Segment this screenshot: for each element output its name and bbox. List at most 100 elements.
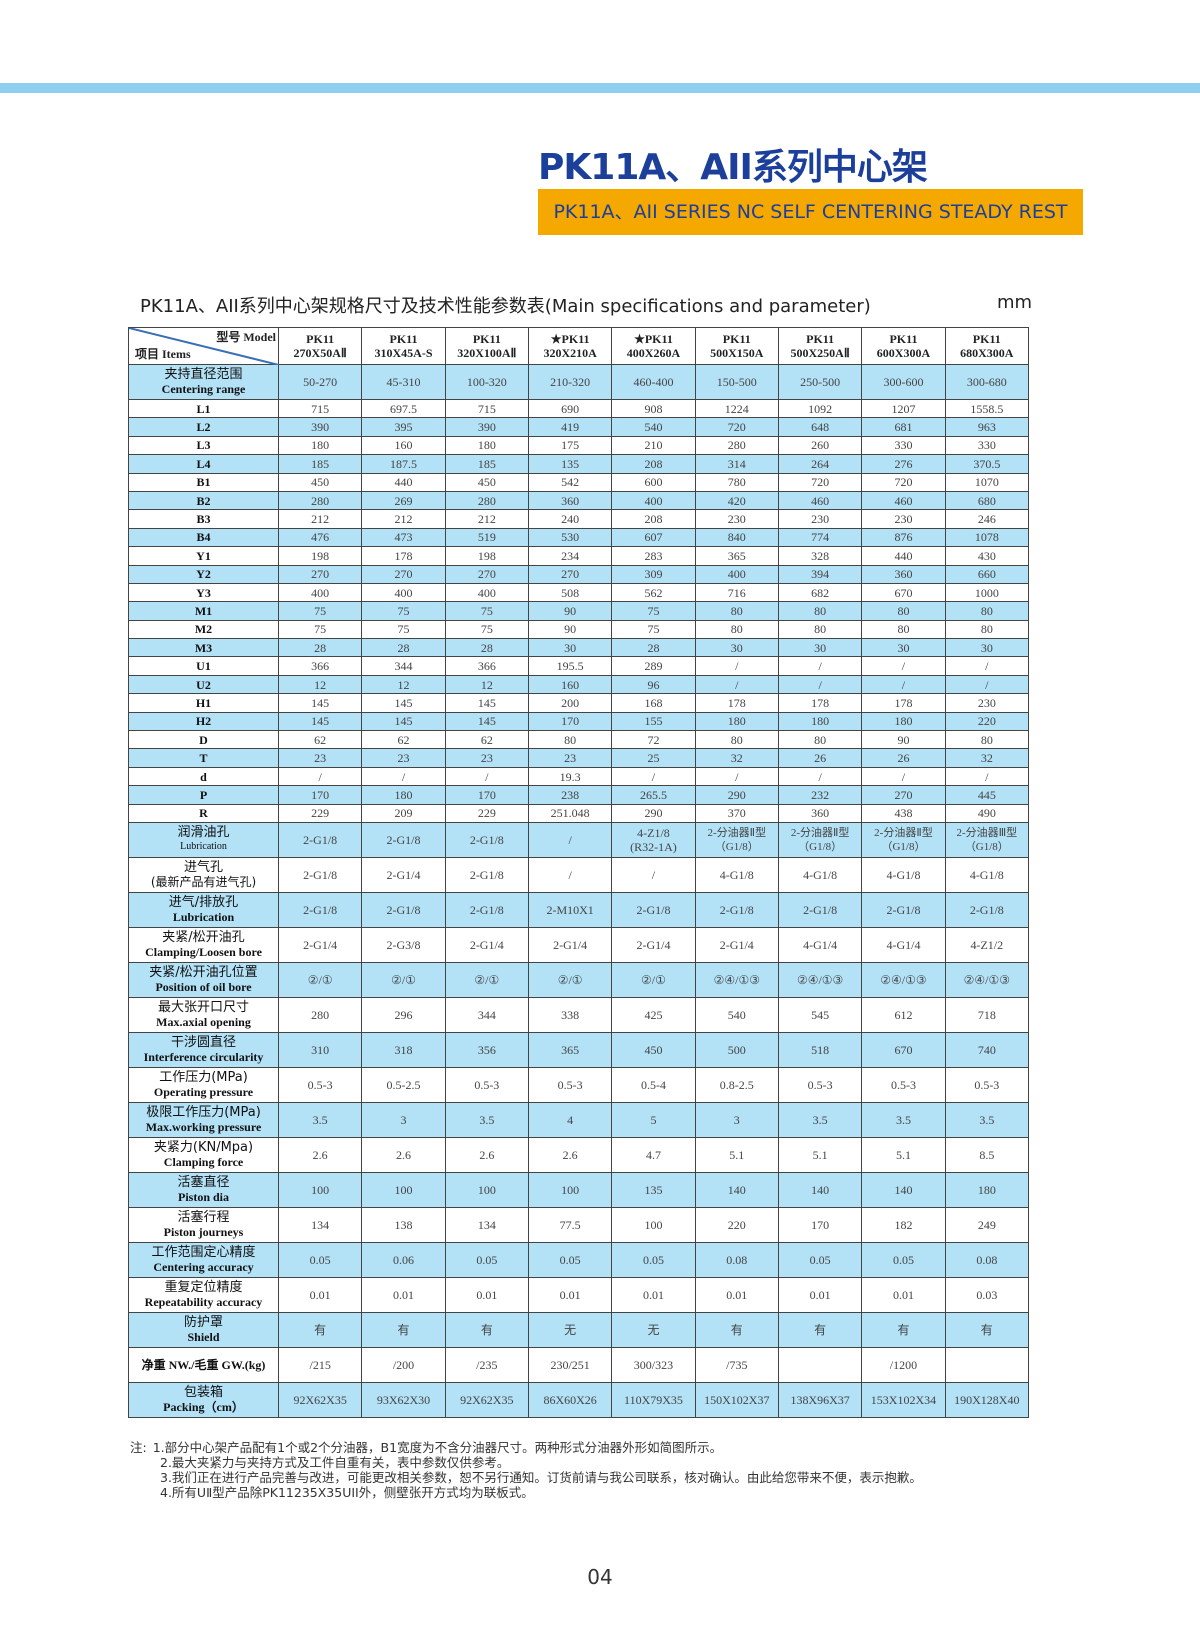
table-cell: 145 xyxy=(444,693,529,713)
table-cell: 170 xyxy=(527,711,613,732)
table-cell: 135 xyxy=(527,454,613,474)
row-label-cn: 干涉圆直径 xyxy=(170,1034,236,1050)
table-cell: 23 xyxy=(277,748,363,768)
table-cell: 145 xyxy=(277,693,363,713)
table-cell: 300-680 xyxy=(944,364,1030,400)
table-cell: 697.5 xyxy=(361,398,446,419)
table-cell: 1078 xyxy=(944,527,1030,548)
table-cell: 12 xyxy=(277,674,363,695)
row-label-en: B3 xyxy=(196,512,211,527)
row-label-en: M3 xyxy=(194,640,213,655)
row-label-en: Max.axial opening xyxy=(156,1014,251,1029)
table-cell: 344 xyxy=(444,996,529,1033)
table-cell: 0.01 xyxy=(861,1276,946,1313)
table-cell: 330 xyxy=(861,435,946,456)
table-row: T 23 23 23 23 25 32 26 26 32 xyxy=(128,748,1030,768)
table-cell: 4-G1/8 xyxy=(861,856,946,893)
row-label-en: L3 xyxy=(196,438,211,453)
table-cell: / xyxy=(777,766,863,787)
table-cell: 185 xyxy=(444,454,529,474)
row-label-cn: 润滑油孔 xyxy=(177,824,230,840)
table-cell: 75 xyxy=(277,619,363,640)
table-cell: /215 xyxy=(277,1346,363,1383)
table-cell: 185 xyxy=(277,454,363,474)
table-cell: 有 xyxy=(944,1311,1030,1348)
row-label-en: Max.working pressure xyxy=(145,1119,262,1134)
table-cell: /735 xyxy=(694,1346,779,1383)
row-label-en: Piston journeys xyxy=(163,1224,244,1239)
table-cell: 545 xyxy=(777,996,863,1033)
table-cell: 0.05 xyxy=(777,1241,863,1278)
table-cell: 670 xyxy=(861,582,946,603)
model-header-line: PK11 xyxy=(889,332,918,346)
row-label: H1 xyxy=(128,693,279,713)
table-cell: ②④/①③ xyxy=(777,961,863,998)
table-cell: 230/251 xyxy=(527,1346,613,1383)
table-cell: 264 xyxy=(777,454,863,474)
table-cell: 92X62X35 xyxy=(444,1381,529,1418)
table-cell: 280 xyxy=(277,996,363,1033)
table-row: 夹紧/松开油孔 Clamping/Loosen bore 2-G1/4 2-G3/8 2… xyxy=(128,926,1030,963)
table-row: 净重 NW./毛重 GW.(kg) /215/200/235 230/251 300/… xyxy=(128,1346,1030,1383)
table-cell: 460 xyxy=(861,490,946,511)
table-cell: 438 xyxy=(861,803,946,823)
table-cell: 145 xyxy=(361,693,446,713)
table-cell: 178 xyxy=(694,693,779,713)
table-cell: / xyxy=(277,766,363,787)
table-cell: 780 xyxy=(694,472,779,492)
table-cell: 100 xyxy=(611,1206,696,1243)
table-cell: 80 xyxy=(694,730,779,750)
row-label: L1 xyxy=(128,398,279,419)
table-cell: 150-500 xyxy=(694,364,779,400)
note-text: 1.部分中心架产品配有1个或2个分油器，B1宽度为不含分油器尺寸。两种形式分油器… xyxy=(152,1440,723,1455)
table-cell: 80 xyxy=(861,601,946,621)
row-label-en: Packing（cm） xyxy=(163,1399,244,1414)
table-cell: 450 xyxy=(611,1031,696,1068)
page-number: 04 xyxy=(587,1565,613,1589)
table-cell: 2-G1/8 xyxy=(944,891,1030,928)
row-label-en: Y1 xyxy=(196,548,211,563)
table-cell: ②/① xyxy=(444,961,529,998)
table-cell: 338 xyxy=(527,996,613,1033)
table-cell: 195.5 xyxy=(527,656,613,676)
table-cell: 2-G1/8 xyxy=(277,821,363,858)
table-cell: 30 xyxy=(694,638,779,658)
row-label-en: Clamping/Loosen bore xyxy=(145,944,262,959)
model-header-line: PK11 xyxy=(972,332,1001,346)
table-cell: 230 xyxy=(944,693,1030,713)
table-cell: 270 xyxy=(527,564,613,584)
unit-label: mm xyxy=(997,292,1033,313)
table-cell: /235 xyxy=(444,1346,529,1383)
table-cell: 1092 xyxy=(777,398,863,419)
table-cell: 0.08 xyxy=(694,1241,779,1278)
row-label-cn: 进气孔 xyxy=(183,859,223,875)
row-label-en: L1 xyxy=(196,401,211,416)
model-header-cell: ★PK11 400X260A xyxy=(611,327,696,365)
table-row: 进气/排放孔 Lubrication 2-G1/8 2-G1/8 2-G1/8 2-M10… xyxy=(128,891,1030,928)
table-cell: 26 xyxy=(861,748,946,768)
table-cell: 180 xyxy=(361,785,446,805)
row-label: 夹持直径范围 Centering range xyxy=(128,364,279,400)
row-label: Y1 xyxy=(128,546,279,566)
table-cell: 80 xyxy=(527,730,613,750)
row-label-en: M1 xyxy=(194,603,213,618)
table-cell: 212 xyxy=(277,509,363,529)
table-cell: 2-G1/4 xyxy=(694,926,779,963)
row-label-en: B4 xyxy=(196,530,211,545)
row-label-en: Position of oil bore xyxy=(155,979,252,994)
model-header-line: ★PK11 xyxy=(550,332,590,346)
table-cell: 178 xyxy=(361,546,446,566)
table-cell: 有 xyxy=(444,1311,529,1348)
table-cell: 4.7 xyxy=(611,1136,696,1173)
row-label: 活塞行程 Piston journeys xyxy=(128,1206,279,1243)
row-label-en: L4 xyxy=(196,456,211,471)
row-label-cn: 极限工作压力(MPa) xyxy=(146,1104,261,1120)
table-cell: 208 xyxy=(611,509,696,529)
table-cell: 170 xyxy=(444,785,529,805)
table-cell: 0.5-3 xyxy=(444,1066,529,1103)
table-cell: 80 xyxy=(944,730,1030,750)
model-header-line: 400X260A xyxy=(626,346,681,360)
table-cell: 3.5 xyxy=(777,1101,863,1138)
table-cell: 5.1 xyxy=(861,1136,946,1173)
table-cell: 0.5-2.5 xyxy=(361,1066,446,1103)
